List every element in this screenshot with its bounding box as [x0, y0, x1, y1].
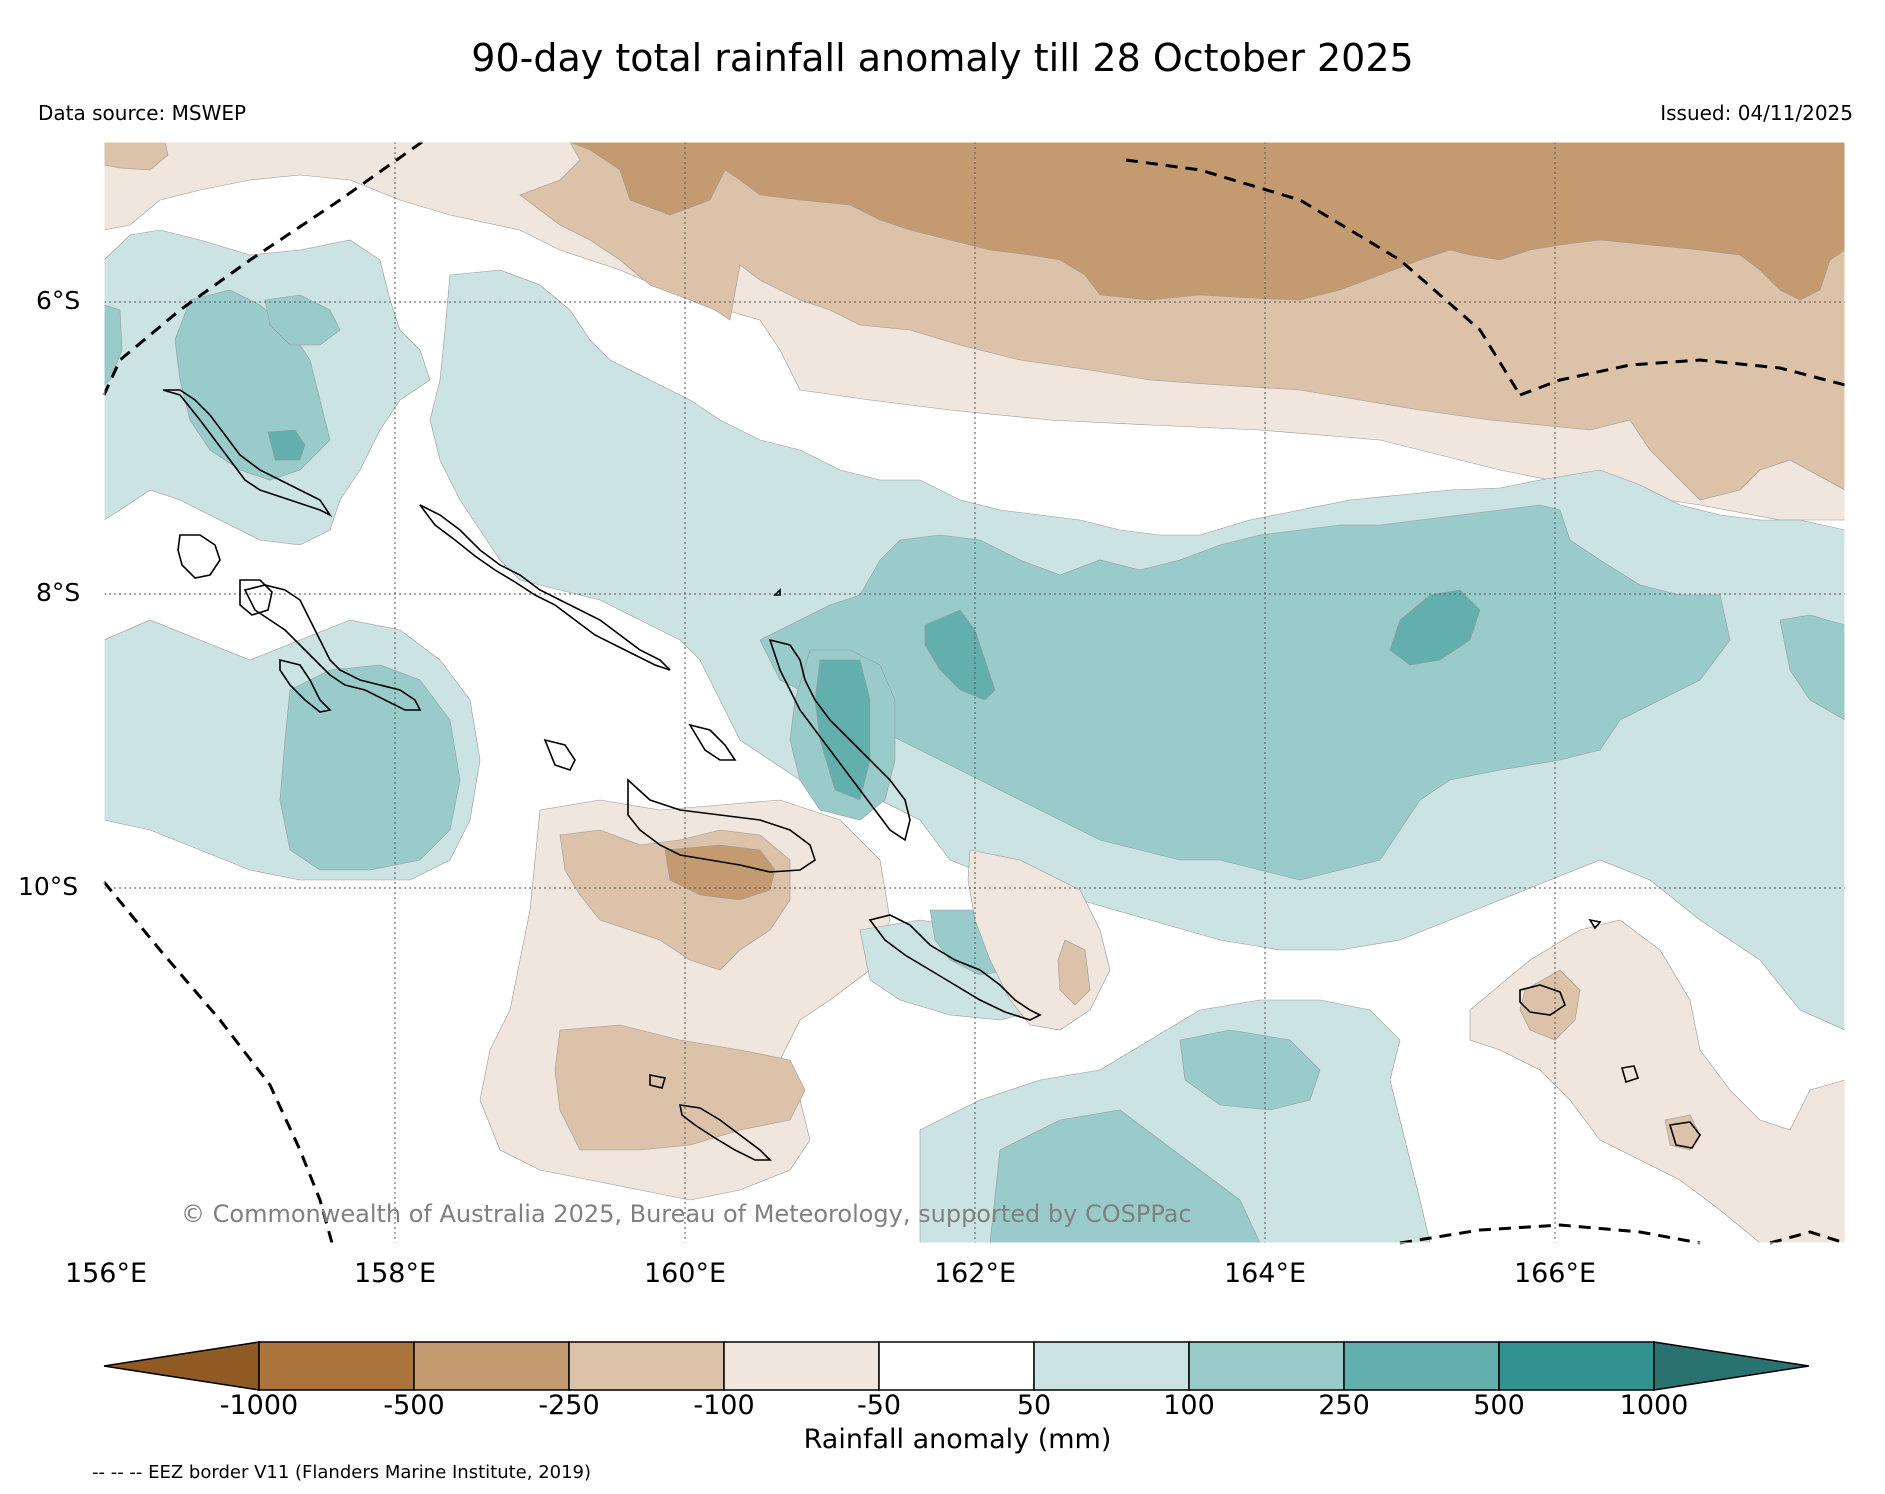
anomaly-dry-southeast-mid — [1519, 969, 1581, 1041]
island-kolombangara — [239, 579, 273, 616]
eez-borders — [102, 140, 1846, 1245]
island-russell — [543, 738, 576, 771]
anomaly-wet-west-edge — [104, 304, 123, 386]
colorbar-tick: 500 — [1473, 1390, 1525, 1421]
island-vella-lavella — [177, 534, 221, 579]
colorbar-segment-2 — [413, 1341, 570, 1391]
colorbar-segment-8 — [1343, 1341, 1500, 1391]
colorbar-tick: -50 — [856, 1390, 902, 1421]
colorbar-title: Rainfall anomaly (mm) — [803, 1424, 1112, 1455]
eez-border-southeast — [1769, 1230, 1846, 1245]
eez-border-south — [1399, 1223, 1701, 1245]
anomaly-dry-south-strong — [664, 844, 776, 901]
anomaly-wet-central-mid — [759, 504, 1731, 881]
anomaly-dry-north-strong — [569, 142, 1845, 301]
anomaly-wet-central-dark — [924, 609, 996, 701]
colorbar-segment-6 — [1033, 1341, 1190, 1391]
island-makira — [868, 914, 1042, 1021]
lat-label-10s: 10°S — [18, 872, 79, 901]
colorbar-tick: -100 — [693, 1390, 755, 1421]
colorbar-segment-1 — [258, 1341, 415, 1391]
colorbar-tick: -250 — [538, 1390, 600, 1421]
eez-legend-note: -- -- -- EEZ border V11 (Flanders Marine… — [92, 1462, 592, 1483]
colorbar-tick: -1000 — [219, 1390, 299, 1421]
eez-border-southwest — [102, 881, 334, 1244]
lon-label-166e: 166°E — [1513, 1258, 1597, 1289]
colorbar-segment-5 — [878, 1341, 1035, 1391]
issued-date: Issued: 04/11/2025 — [1660, 101, 1853, 125]
anomaly-field — [104, 142, 1845, 1243]
lon-label-164e: 164°E — [1223, 1258, 1307, 1289]
island-small-east — [1588, 918, 1602, 930]
anomaly-wet-east-dark — [1389, 589, 1481, 666]
lon-label-160e: 160°E — [643, 1258, 727, 1289]
lon-label-156e: 156°E — [64, 1258, 148, 1289]
lat-label-8s: 8°S — [36, 578, 81, 607]
anomaly-wet-south-central-mid2 — [989, 1109, 1261, 1243]
colorbar-tick: 1000 — [1619, 1390, 1689, 1421]
lat-label-6s: 6°S — [36, 286, 81, 315]
graticule — [104, 142, 1845, 1243]
data-source: Data source: MSWEP — [38, 101, 247, 125]
colorbar-segment-3 — [568, 1341, 725, 1391]
anomaly-dry-makira-mid — [1057, 939, 1091, 1006]
island-new-georgia — [243, 584, 422, 711]
island-santa-isabel — [419, 504, 671, 671]
anomaly-wet-south-central-mid — [1179, 1029, 1321, 1111]
colorbar-tick: 50 — [1016, 1390, 1052, 1421]
island-choiseul-bougainville — [162, 389, 333, 518]
anomaly-wet-southwest-mid — [279, 664, 461, 871]
island-rennell — [678, 1104, 772, 1161]
colorbar-segment-4 — [723, 1341, 880, 1391]
island-rendova — [279, 658, 332, 713]
colorbar-tick: -500 — [383, 1390, 445, 1421]
colorbar-segment-9 — [1498, 1341, 1655, 1391]
colorbar-extend-high — [1653, 1341, 1810, 1391]
island-florida — [688, 723, 737, 761]
map-frame — [103, 141, 1846, 1244]
colorbar — [103, 1341, 1810, 1391]
copyright-notice: © Commonwealth of Australia 2025, Bureau… — [181, 1200, 1192, 1228]
anomaly-wet-nw-dark — [267, 429, 306, 461]
island-utupua — [1620, 1065, 1640, 1084]
anomaly-dry-southwest-mid — [554, 1024, 806, 1151]
anomaly-wet-guadalcanal-dark — [814, 659, 871, 801]
island-ontong-java — [773, 588, 781, 596]
anomaly-wet-nw-small — [264, 294, 341, 346]
island-guadalcanal — [627, 778, 816, 873]
anomaly-wet-east-edge — [1779, 614, 1845, 721]
colorbar-tick: 250 — [1318, 1390, 1370, 1421]
eez-border-east — [1519, 358, 1846, 397]
island-bellona — [649, 1074, 667, 1089]
lon-label-162e: 162°E — [933, 1258, 1017, 1289]
island-malaita — [768, 638, 911, 842]
colorbar-segment-7 — [1188, 1341, 1345, 1391]
map-title: 90-day total rainfall anomaly till 28 Oc… — [471, 36, 1414, 80]
anomaly-dry-north-small — [104, 142, 169, 171]
island-vanikoro — [1668, 1121, 1701, 1149]
eez-border-northeast — [1125, 158, 1522, 396]
eez-border-northwest — [102, 140, 423, 396]
lon-label-158e: 158°E — [353, 1258, 437, 1289]
island-santa-cruz — [1519, 984, 1566, 1016]
colorbar-extend-low — [103, 1341, 260, 1391]
coastlines — [162, 389, 1701, 1161]
colorbar-tick: 100 — [1163, 1390, 1215, 1421]
